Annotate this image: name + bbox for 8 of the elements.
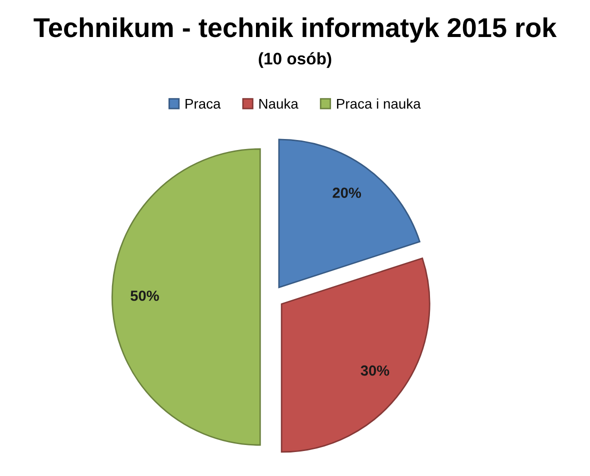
- legend-label: Praca i nauka: [337, 98, 421, 109]
- legend-label: Nauka: [259, 98, 298, 109]
- chart-title: Technikum - technik informatyk 2015 rok: [34, 17, 557, 43]
- data-label: 30%: [360, 365, 390, 376]
- data-label: 50%: [130, 290, 159, 301]
- chart-subtitle: (10 osób): [258, 52, 332, 68]
- data-label: 20%: [332, 188, 362, 198]
- legend-label: Praca: [186, 99, 221, 109]
